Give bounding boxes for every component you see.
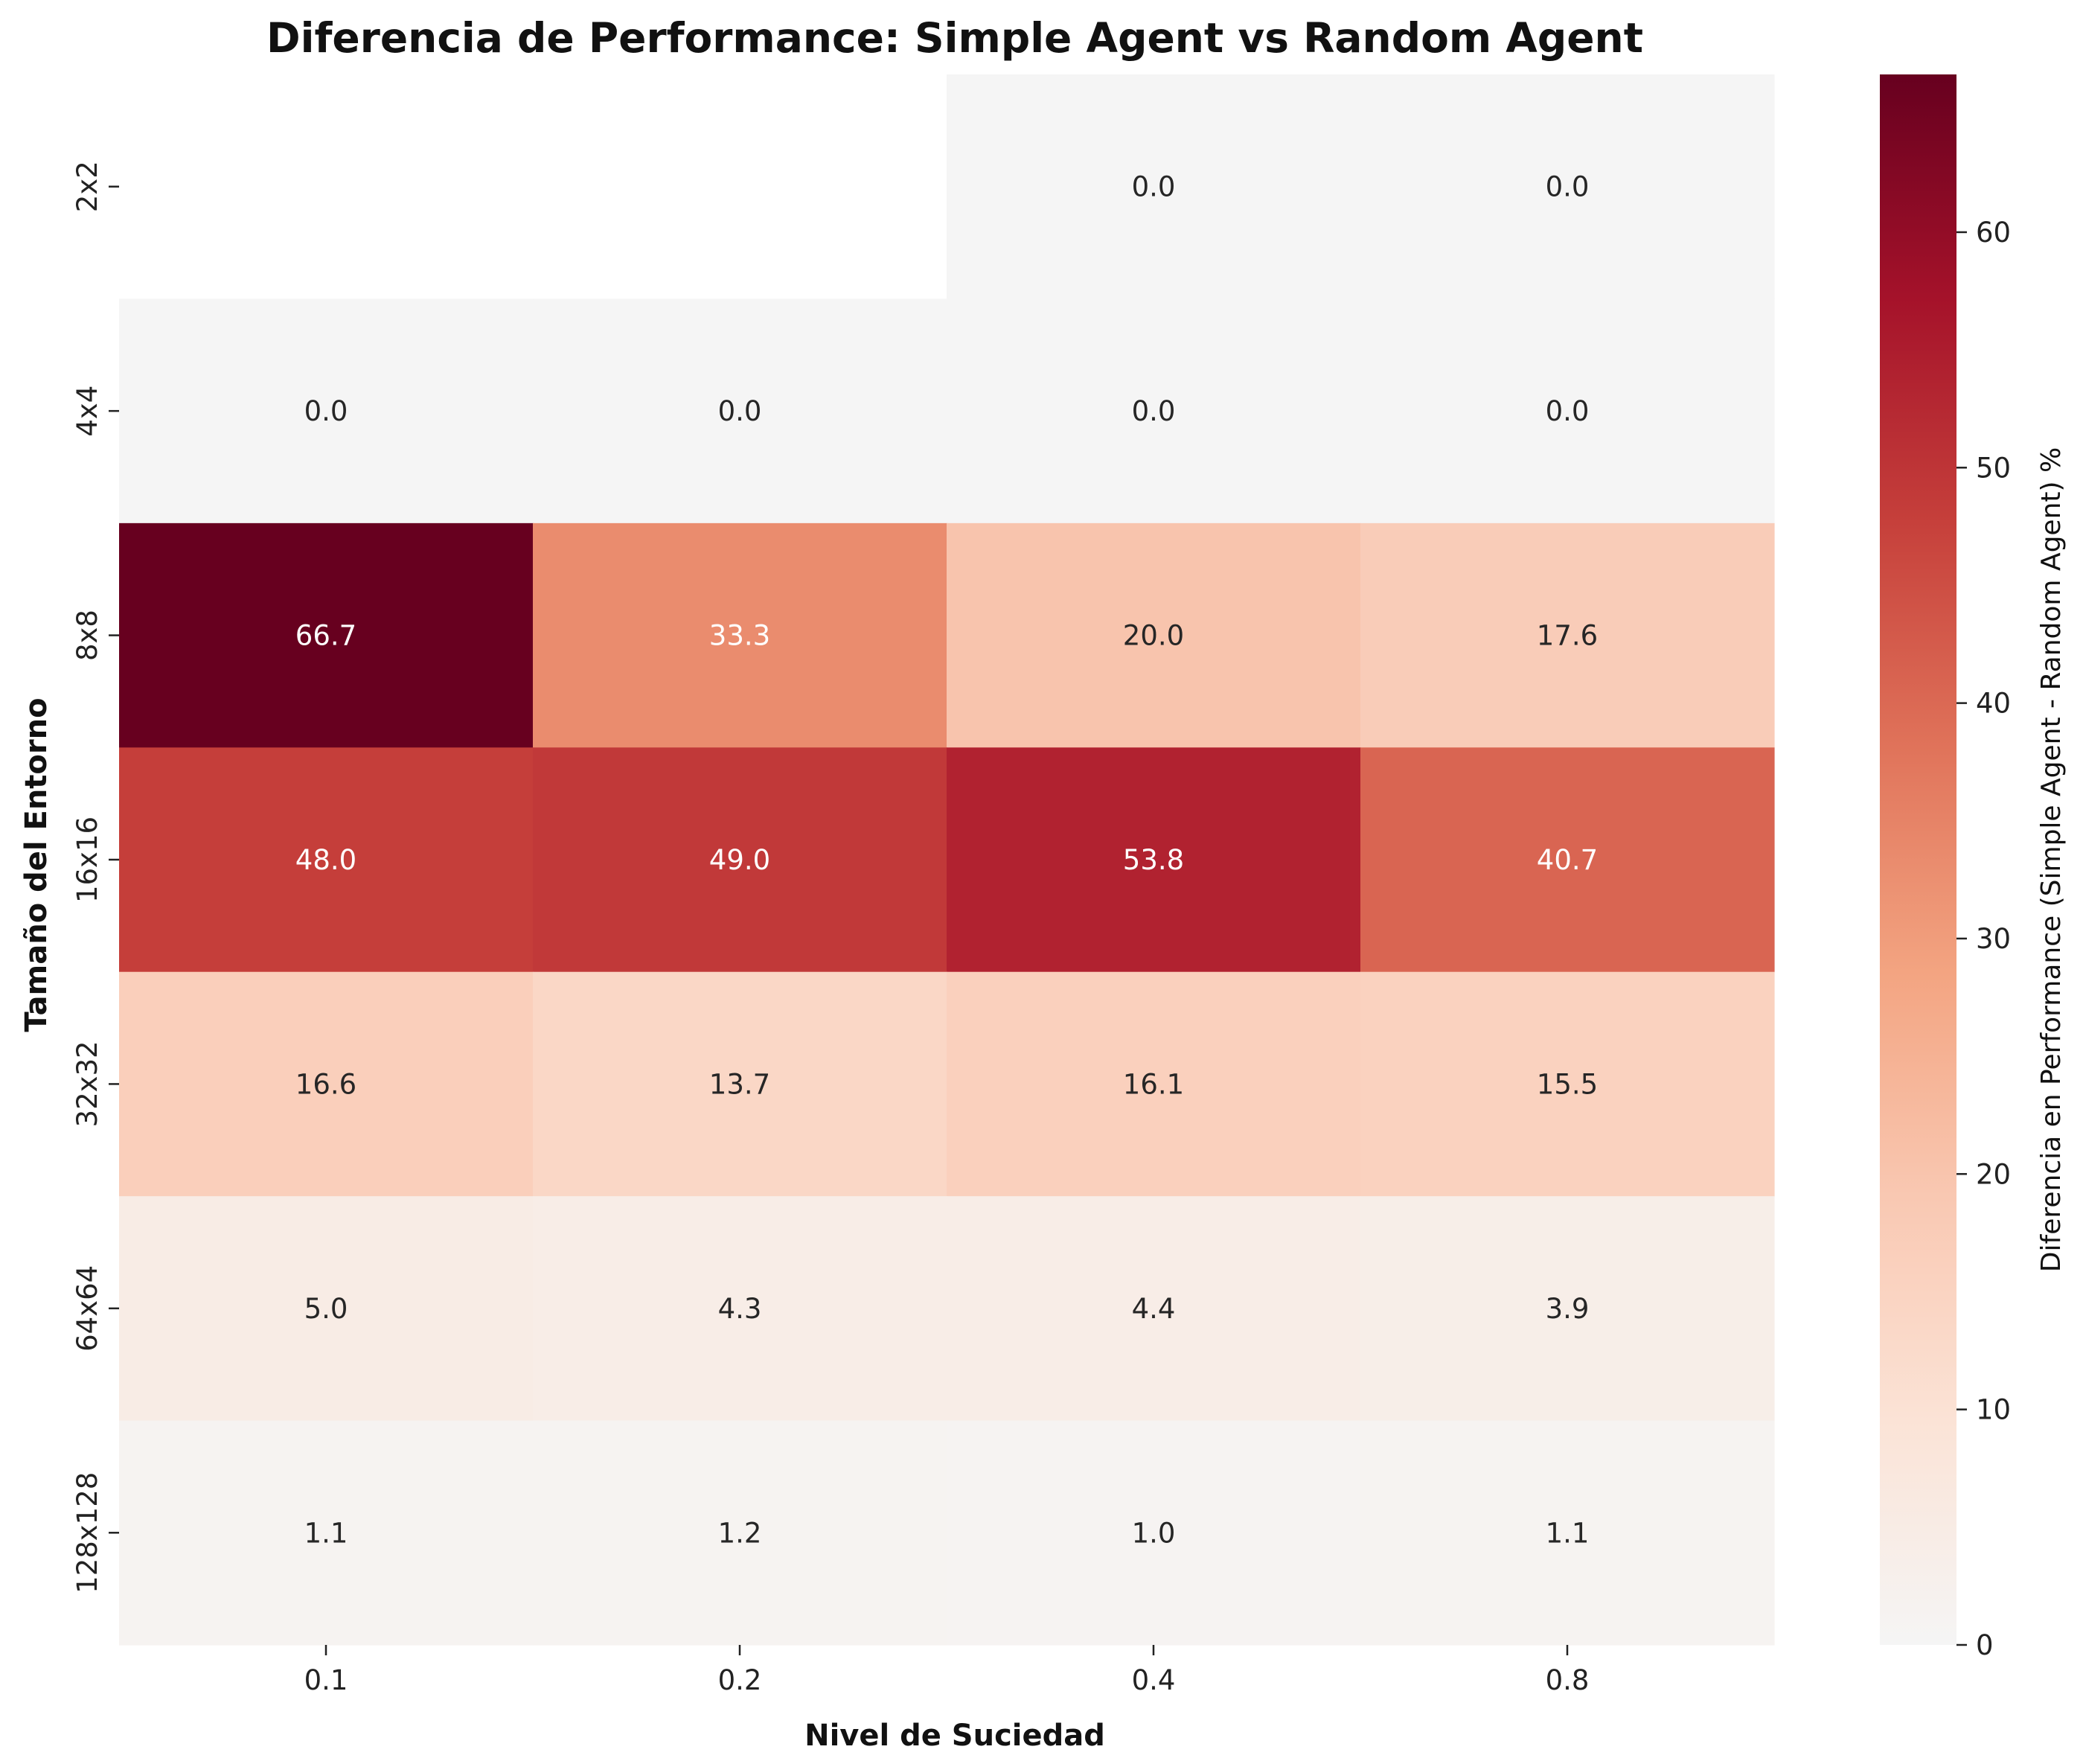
heatmap-cell — [1360, 74, 1775, 300]
cell-value-label: 4.3 — [718, 1293, 762, 1325]
cell-value-label: 16.1 — [1123, 1068, 1184, 1100]
colorbar: 0 10 20 30 40 50 60 Diferencia en Performance … — [1880, 74, 2067, 1661]
cell-value-label: 1.1 — [1546, 1517, 1590, 1549]
cell-value-label: 53.8 — [1123, 844, 1184, 876]
cell-value-label: 15.5 — [1537, 1068, 1598, 1100]
heatmap-cell — [533, 1420, 947, 1646]
colorbar-tick-label: 10 — [1976, 1394, 2011, 1426]
x-tick-label: 0.8 — [1546, 1664, 1590, 1696]
cell-value-label: 0.0 — [1132, 395, 1176, 427]
x-axis: 0.1 0.2 0.4 0.8 — [304, 1645, 1590, 1696]
y-tick-label: 128x128 — [71, 1472, 103, 1594]
heatmap-cell — [947, 971, 1361, 1197]
colorbar-tick-label: 30 — [1976, 923, 2011, 955]
heatmap-cell — [533, 971, 947, 1197]
cell-value-label: 48.0 — [295, 844, 356, 876]
heatmap-cell — [1360, 747, 1775, 973]
cell-value-label: 33.3 — [709, 620, 770, 652]
heatmap-cell — [1360, 1420, 1775, 1646]
colorbar-label: Diferencia en Performance (Simple Agent … — [2036, 447, 2067, 1272]
heatmap-cell — [947, 74, 1361, 300]
y-axis-label: Tamaño del Entorno — [19, 697, 54, 1032]
cell-value-label: 0.0 — [718, 395, 762, 427]
heatmap-cells — [119, 74, 1775, 1646]
heatmap-cell — [119, 971, 534, 1197]
heatmap-cell — [119, 1420, 534, 1646]
heatmap-cell — [533, 298, 947, 524]
y-axis: 2x2 4x4 8x8 16x16 32x32 64x64 128x128 — [71, 161, 119, 1594]
heatmap-cell-labels: 0.0 0.0 0.0 0.0 0.0 0.0 66.7 33.3 20.0 17.6 48.0 49… — [295, 171, 1598, 1550]
heatmap-cell — [947, 1196, 1361, 1422]
colorbar-tick-label: 20 — [1976, 1158, 2011, 1190]
y-tick-label: 16x16 — [71, 817, 103, 903]
y-tick-label: 64x64 — [71, 1265, 103, 1352]
cell-value-label: 0.0 — [1546, 395, 1590, 427]
cell-value-label: 1.0 — [1132, 1517, 1176, 1549]
y-tick-label: 2x2 — [71, 161, 103, 212]
colorbar-tick-label: 0 — [1976, 1629, 1994, 1661]
heatmap-cell — [947, 747, 1361, 973]
heatmap-cell — [947, 1420, 1361, 1646]
heatmap-cell — [1360, 523, 1775, 748]
cell-value-label: 40.7 — [1537, 844, 1598, 876]
cell-value-label: 4.4 — [1132, 1293, 1176, 1325]
cell-value-label: 16.6 — [295, 1068, 356, 1100]
heatmap-cell — [533, 523, 947, 748]
colorbar-gradient — [1880, 74, 1956, 1645]
colorbar-tick-label: 50 — [1976, 452, 2011, 484]
heatmap-cell — [119, 523, 534, 748]
heatmap-cell — [1360, 1196, 1775, 1422]
colorbar-tick-label: 60 — [1976, 217, 2011, 249]
cell-value-label: 1.2 — [718, 1517, 762, 1549]
x-axis-label: Nivel de Suciedad — [804, 1719, 1105, 1753]
heatmap-cell — [119, 747, 534, 973]
cell-value-label: 0.0 — [304, 395, 348, 427]
cell-value-label: 5.0 — [304, 1293, 348, 1325]
cell-value-label: 13.7 — [709, 1068, 770, 1100]
heatmap-cell — [119, 1196, 534, 1422]
x-tick-label: 0.2 — [718, 1664, 762, 1696]
cell-value-label: 3.9 — [1546, 1293, 1590, 1325]
cell-value-label: 49.0 — [709, 844, 770, 876]
cell-value-label: 17.6 — [1537, 620, 1598, 652]
heatmap-cell — [533, 1196, 947, 1422]
x-tick-label: 0.4 — [1132, 1664, 1176, 1696]
heatmap-cell — [1360, 298, 1775, 524]
cell-value-label: 0.0 — [1546, 171, 1590, 203]
chart-title: Diferencia de Performance: Simple Agent … — [266, 14, 1643, 62]
heatmap-cell — [119, 298, 534, 524]
cell-value-label: 0.0 — [1132, 171, 1176, 203]
colorbar-tick-label: 40 — [1976, 688, 2011, 720]
cell-value-label: 20.0 — [1123, 620, 1184, 652]
heatmap-cell — [947, 523, 1361, 748]
cell-value-label: 66.7 — [295, 620, 356, 652]
y-tick-label: 8x8 — [71, 610, 103, 661]
x-tick-label: 0.1 — [304, 1664, 348, 1696]
y-tick-label: 32x32 — [71, 1041, 103, 1127]
colorbar-ticks: 0 10 20 30 40 50 60 — [1956, 217, 2011, 1661]
heatmap-cell — [1360, 971, 1775, 1197]
cell-value-label: 1.1 — [304, 1517, 348, 1549]
heatmap-cell — [947, 298, 1361, 524]
y-tick-label: 4x4 — [71, 386, 103, 437]
heatmap-cell — [533, 747, 947, 973]
